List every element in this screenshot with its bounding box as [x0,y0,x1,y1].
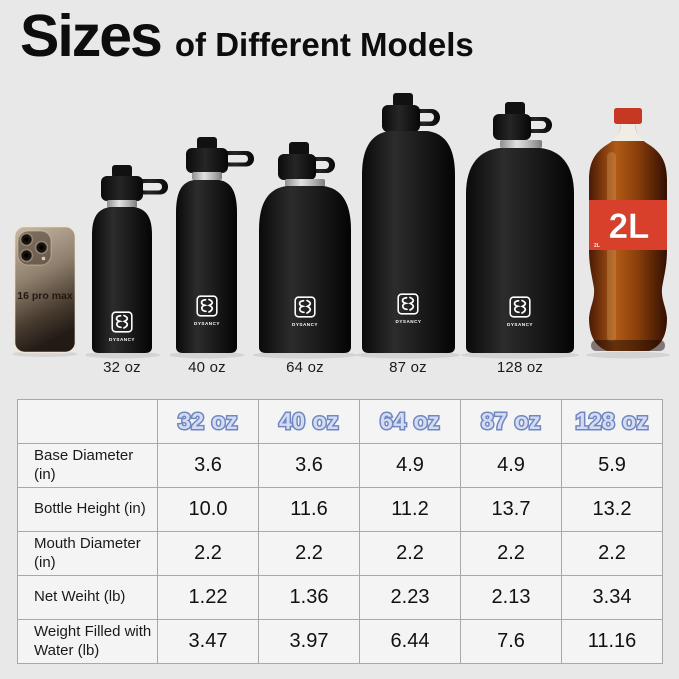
cell-value: 3.97 [258,619,360,664]
spec-table: 32 oz 40 oz 64 oz 87 oz 128 oz Base Diam… [17,399,663,664]
cell-value: 11.16 [561,619,663,664]
header-40oz: 40 oz [258,399,360,444]
phone-camera-module [17,230,52,266]
steel-neck-ring [285,179,325,187]
page-title: Sizes of Different Models [20,2,474,70]
bottle-128oz-caption: 128 oz [496,359,544,376]
brand-name: DYSANCY [194,321,220,326]
spout-lid [186,137,254,173]
cell-value: 13.7 [460,487,562,532]
header-87oz: 87 oz [460,399,562,444]
cell-value: 6.44 [359,619,461,664]
cell-value: 5.9 [561,443,663,488]
cell-value: 2.2 [460,531,562,576]
bottle-128oz-figure: DYSANCY [461,102,579,359]
header-empty-cell [17,399,158,444]
brand-name: DYSANCY [109,337,135,342]
bottle-40oz-figure: DYSANCY [170,137,254,359]
bottle-87oz-figure: DYSANCY [356,93,460,359]
steel-neck-ring [192,172,222,180]
phone-figure: 16 pro max [13,225,77,357]
row-label-base-diameter: Base Diameter (in) [17,443,158,488]
page-title-main: Sizes [20,3,163,69]
page-title-subtitle: of Different Models [174,26,474,63]
row-label-bottle-height: Bottle Height (in) [17,487,158,532]
cell-value: 3.47 [157,619,259,664]
cola-cap [614,108,642,124]
spout-lid [493,102,552,140]
phone-label: 16 pro max [17,290,73,302]
row-label-filled-weight: Weight Filled with Water (lb) [17,619,158,664]
bottle-body [362,131,455,353]
spout-lid [278,142,335,180]
cell-value: 2.2 [258,531,360,576]
table-row: Base Diameter (in) 3.6 3.6 4.9 4.9 5.9 [17,443,663,488]
cell-value: 11.2 [359,487,461,532]
bottle-32oz-figure: DYSANCY [86,165,168,359]
steel-neck-ring [107,200,137,208]
cola-label-band [589,200,667,250]
cell-value: 4.9 [359,443,461,488]
table-row: Mouth Diameter (in) 2.2 2.2 2.2 2.2 2.2 [17,531,663,576]
bottle-body [92,207,152,353]
cell-value: 3.6 [157,443,259,488]
cell-value: 7.6 [460,619,562,664]
cell-value: 2.2 [157,531,259,576]
cell-value: 10.0 [157,487,259,532]
cell-value: 11.6 [258,487,360,532]
cell-value: 2.13 [460,575,562,620]
cola-bottle-figure: 2L 2L [586,108,670,359]
header-32oz: 32 oz [157,399,259,444]
cola-volume-label: 2L [609,207,650,246]
steel-neck-ring [500,140,542,148]
row-label-mouth-diameter: Mouth Diameter (in) [17,531,158,576]
bottle-87oz-caption: 87 oz [389,359,427,376]
bottle-body [259,186,351,353]
bottle-64oz-caption: 64 oz [286,359,324,376]
table-row: Net Weiht (lb) 1.22 1.36 2.23 2.13 3.34 [17,575,663,620]
bottle-32oz-caption: 32 oz [103,359,141,376]
cola-neck [611,124,645,141]
cell-value: 2.23 [359,575,461,620]
table-row: Weight Filled with Water (lb) 3.47 3.97 … [17,619,663,664]
cell-value: 2.2 [561,531,663,576]
bottle-body [466,148,574,353]
cell-value: 4.9 [460,443,562,488]
brand-name: DYSANCY [292,322,318,327]
table-row: Bottle Height (in) 10.0 11.6 11.2 13.7 1… [17,487,663,532]
bottle-64oz-figure: DYSANCY [253,142,357,359]
cell-value: 3.34 [561,575,663,620]
cola-volume-side-label: 2L [594,243,600,249]
cell-value: 3.6 [258,443,360,488]
bottle-40oz-caption: 40 oz [188,359,226,376]
header-64oz: 64 oz [359,399,461,444]
spout-lid [101,165,168,201]
row-label-net-weight: Net Weiht (lb) [17,575,158,620]
bottle-body [176,180,237,353]
cell-value: 2.2 [359,531,461,576]
header-128oz: 128 oz [561,399,663,444]
cell-value: 13.2 [561,487,663,532]
spout-lid [382,93,440,132]
cell-value: 1.22 [157,575,259,620]
brand-name: DYSANCY [507,322,533,327]
cell-value: 1.36 [258,575,360,620]
brand-name: DYSANCY [396,319,422,324]
table-header-row: 32 oz 40 oz 64 oz 87 oz 128 oz [17,399,663,444]
